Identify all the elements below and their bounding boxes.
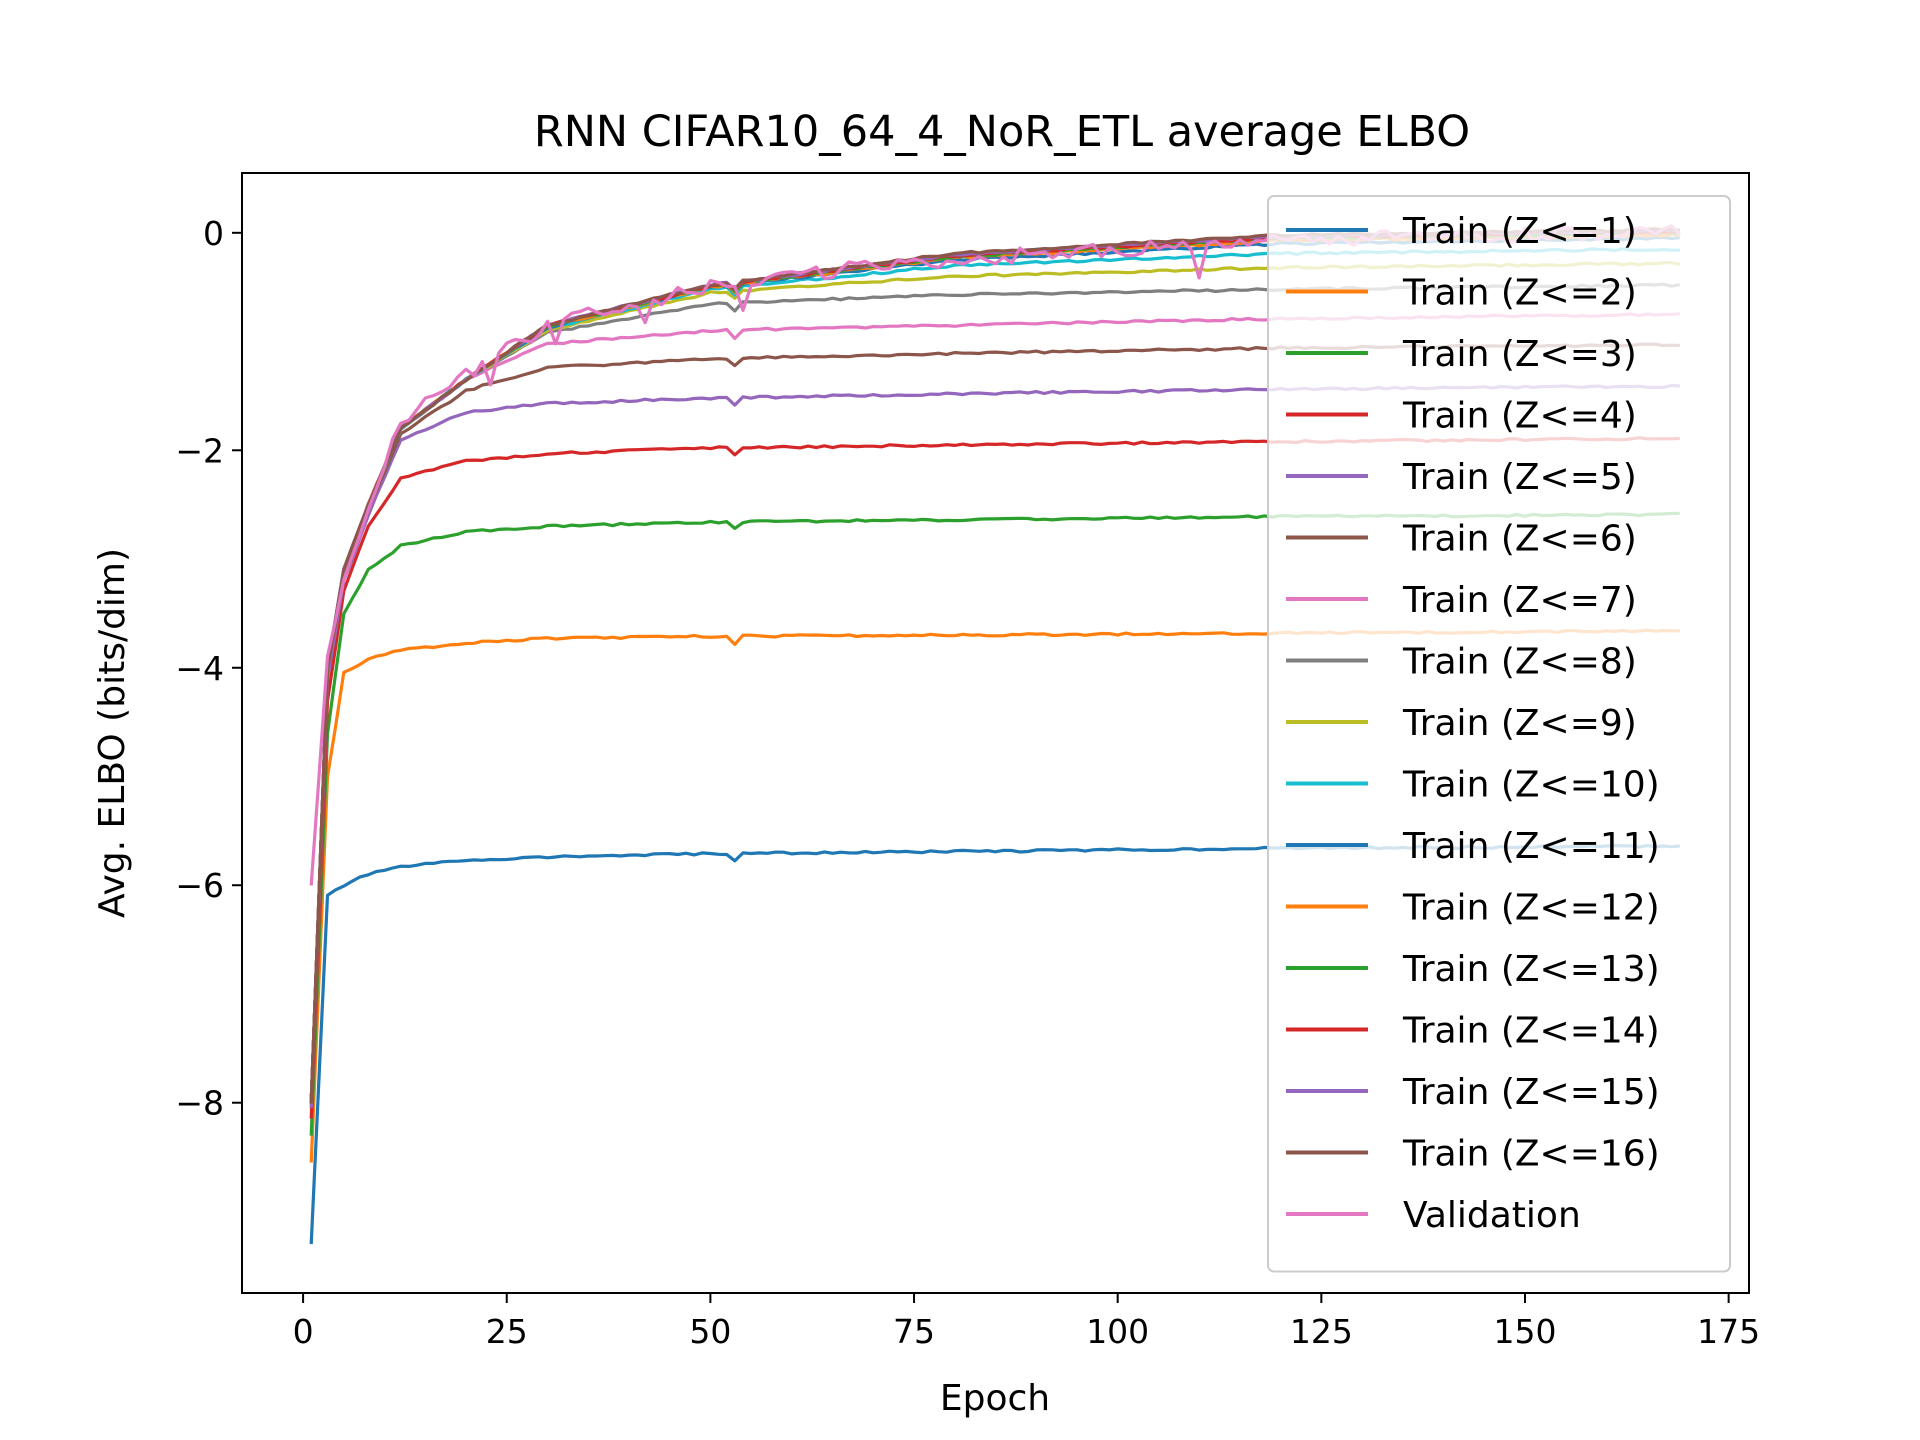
x-tick-label: 75 [893,1312,935,1351]
legend-entry: Train (Z<=16) [1402,1134,1660,1175]
y-tick-label: −6 [175,866,224,905]
x-tick-label: 125 [1290,1312,1353,1351]
y-tick-label: −8 [175,1084,224,1123]
legend-entry: Train (Z<=5) [1402,457,1637,498]
x-tick-label: 25 [486,1312,528,1351]
legend-entry: Train (Z<=11) [1402,826,1660,867]
legend-entry: Train (Z<=7) [1402,580,1637,621]
y-tick-label: −2 [175,431,224,470]
x-tick-label: 0 [293,1312,314,1351]
y-tick-label: 0 [203,214,224,253]
x-tick-label: 175 [1697,1312,1760,1351]
x-tick-label: 100 [1086,1312,1149,1351]
legend: Train (Z<=1) Train (Z<=2) Train (Z<=3) Trai… [1267,195,1731,1273]
x-tick-label: 50 [689,1312,731,1351]
x-axis-label: Epoch [940,1378,1050,1419]
legend-entry: Train (Z<=15) [1402,1072,1660,1113]
legend-entry: Train (Z<=3) [1402,334,1637,375]
legend-entry: Train (Z<=13) [1402,949,1660,990]
legend-entry: Train (Z<=12) [1402,888,1660,929]
legend-entry: Validation [1403,1195,1581,1236]
legend-entry: Train (Z<=10) [1402,765,1660,806]
chart-title: RNN CIFAR10_64_4_NoR_ETL average ELBO [534,107,1470,157]
legend-entry: Train (Z<=14) [1402,1011,1660,1052]
legend-box [1267,195,1731,1273]
y-axis-label: Avg. ELBO (bits/dim) [92,548,133,918]
y-tick-label: −4 [175,649,224,688]
plot-frame [241,172,1750,1294]
legend-entry: Train (Z<=2) [1402,273,1637,314]
legend-entry: Train (Z<=6) [1402,519,1637,560]
legend-entry: Train (Z<=4) [1402,396,1637,437]
legend-entry: Train (Z<=8) [1402,642,1637,683]
legend-entry: Train (Z<=9) [1402,703,1637,744]
legend-entry: Train (Z<=1) [1402,211,1637,252]
x-axis: 0 25 50 75 100 125 150 175 [293,1293,1760,1351]
y-axis: −8 −6 −4 −2 0 [175,214,242,1123]
x-tick-label: 150 [1493,1312,1556,1351]
